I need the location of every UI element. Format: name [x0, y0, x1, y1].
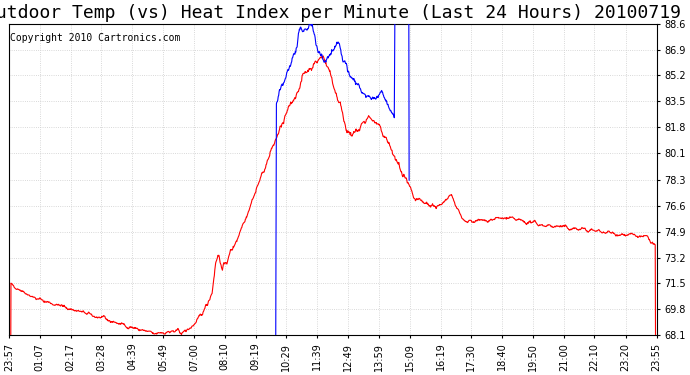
Text: Copyright 2010 Cartronics.com: Copyright 2010 Cartronics.com — [10, 33, 181, 43]
Title: Outdoor Temp (vs) Heat Index per Minute (Last 24 Hours) 20100719: Outdoor Temp (vs) Heat Index per Minute … — [0, 4, 681, 22]
